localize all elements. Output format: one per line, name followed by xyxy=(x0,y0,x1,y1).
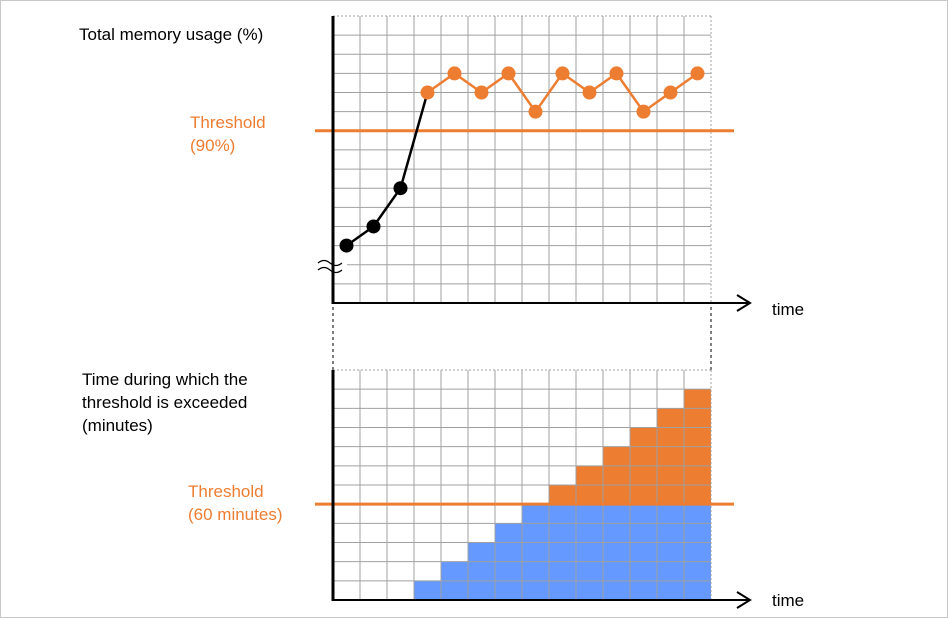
top-series-segment xyxy=(507,72,537,113)
bar-below-threshold xyxy=(630,504,657,600)
bar-below-threshold xyxy=(468,542,495,600)
top-data-point xyxy=(690,66,705,81)
top-data-point xyxy=(339,238,354,253)
bar-above-threshold xyxy=(603,446,630,505)
bar-below-threshold xyxy=(576,504,603,600)
bar-below-threshold xyxy=(522,504,549,600)
bar-below-threshold xyxy=(657,504,684,600)
top-data-point xyxy=(609,66,624,81)
top-data-point xyxy=(501,66,516,81)
top-series-segment xyxy=(372,187,402,228)
top-data-point xyxy=(555,66,570,81)
top-data-point xyxy=(663,85,678,100)
top-threshold-label: Threshold (90%) xyxy=(190,113,266,155)
top-data-point xyxy=(582,85,597,100)
top-data-point xyxy=(528,104,543,119)
bar-above-threshold xyxy=(549,485,576,505)
bar-below-threshold xyxy=(414,580,441,600)
top-data-point xyxy=(636,104,651,119)
axis-break-icon xyxy=(317,259,343,267)
axis-break-icon xyxy=(317,266,343,274)
bottom-x-axis-arrow xyxy=(736,591,752,609)
top-data-point xyxy=(393,181,408,196)
top-x-label: time xyxy=(772,300,805,319)
top-series-segment xyxy=(615,72,645,113)
bar-above-threshold xyxy=(657,408,684,505)
top-data-point xyxy=(447,66,462,81)
top-x-axis-arrow xyxy=(736,294,752,312)
top-data-point xyxy=(366,219,381,234)
bottom-y-label: Time during which the threshold is excee… xyxy=(82,370,248,435)
bar-below-threshold xyxy=(549,504,576,600)
bottom-threshold-label: Threshold (60 minutes) xyxy=(188,482,283,524)
bar-below-threshold xyxy=(603,504,630,600)
top-y-label: Total memory usage (%) xyxy=(79,25,264,44)
top-data-point xyxy=(474,85,489,100)
top-data-point xyxy=(420,85,435,100)
bottom-x-label: time xyxy=(772,591,805,610)
top-series-segment xyxy=(399,92,429,189)
bar-below-threshold xyxy=(684,504,711,600)
top-series-segment xyxy=(534,72,564,113)
